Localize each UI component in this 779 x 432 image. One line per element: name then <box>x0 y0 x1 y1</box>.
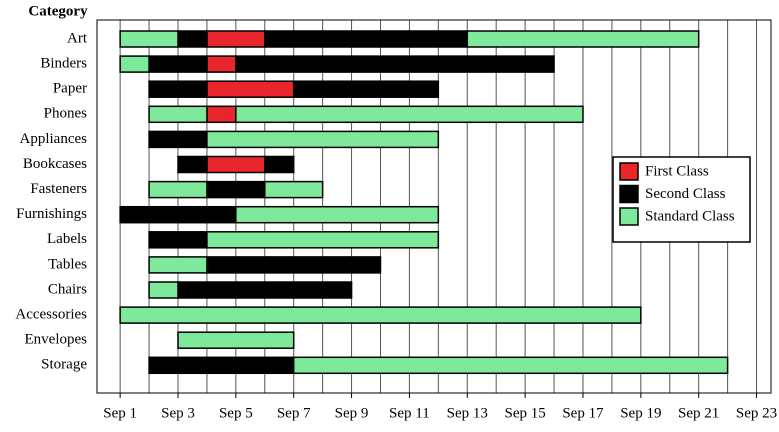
y-tick-label: Paper <box>53 81 87 97</box>
segment-bar <box>177 331 295 349</box>
y-tick-label: Art <box>67 30 88 46</box>
y-tick-label: Phones <box>44 106 88 122</box>
segment-bar <box>148 80 208 98</box>
segment-bar <box>206 105 237 124</box>
segment-bar <box>235 205 440 224</box>
segment-bar <box>148 180 208 199</box>
x-tick-label: Sep 17 <box>562 405 604 421</box>
y-tick-label: Envelopes <box>25 332 88 348</box>
segment-bar <box>206 130 440 149</box>
segment-bar <box>235 105 584 124</box>
x-tick-label: Sep 1 <box>103 405 137 421</box>
segment-bar <box>206 55 237 73</box>
segment-bar <box>148 105 208 124</box>
x-tick-label: Sep 13 <box>447 405 488 421</box>
segment-bar <box>235 55 555 73</box>
segment-bar <box>466 30 700 48</box>
segment-bar <box>264 155 295 174</box>
x-tick-label: Sep 19 <box>620 405 661 421</box>
segment-bar <box>148 256 208 274</box>
segment-bar <box>177 30 208 48</box>
y-tick-label: Chairs <box>48 281 87 297</box>
y-tick-label: Fasteners <box>30 181 87 197</box>
y-tick-label: Tables <box>48 256 87 272</box>
segment-bar <box>264 180 324 199</box>
segment-bar <box>148 130 208 149</box>
x-tick-label: Sep 9 <box>335 405 369 421</box>
segment-bar <box>206 256 382 274</box>
segment-bar <box>119 30 179 48</box>
legend-label: Standard Class <box>645 208 735 224</box>
legend-swatch <box>619 162 639 181</box>
y-tick-label: Labels <box>47 231 87 247</box>
x-tick-label: Sep 21 <box>678 405 719 421</box>
segment-bar <box>177 281 353 299</box>
segment-bar <box>292 80 440 98</box>
y-tick-label: Storage <box>41 357 87 373</box>
segment-bar <box>148 231 208 249</box>
segment-bar <box>148 356 295 375</box>
x-tick-label: Sep 15 <box>504 405 545 421</box>
segment-bar <box>206 180 266 199</box>
x-tick-label: Sep 23 <box>736 405 777 421</box>
x-tick-label: Sep 11 <box>389 405 430 421</box>
segment-bar <box>148 55 208 73</box>
legend-swatch <box>619 184 639 204</box>
x-tick-label: Sep 5 <box>219 405 253 421</box>
x-tick-label: Sep 7 <box>277 405 311 421</box>
y-tick-label: Bookcases <box>23 156 87 172</box>
y-tick-label: Appliances <box>20 131 88 147</box>
x-tick-label: Sep 3 <box>161 405 195 421</box>
y-tick-label: Furnishings <box>16 206 87 222</box>
segment-bar <box>119 55 150 73</box>
legend-label: First Class <box>645 163 709 179</box>
segment-bar <box>206 80 295 98</box>
segment-bar <box>206 30 266 48</box>
legend-swatch <box>619 207 639 226</box>
y-axis-title: Category <box>28 3 88 19</box>
y-tick-label: Accessories <box>15 307 87 323</box>
segment-bar <box>119 306 642 324</box>
segment-bar <box>148 281 179 299</box>
segment-bar <box>206 231 440 249</box>
plot-frame <box>96 19 772 394</box>
segment-bar <box>206 155 266 174</box>
y-tick-label: Binders <box>40 56 87 72</box>
segment-bar <box>264 30 469 48</box>
segment-bar <box>292 356 729 375</box>
legend-label: Second Class <box>645 186 726 202</box>
segment-bar <box>177 155 208 174</box>
segment-bar <box>119 205 237 224</box>
